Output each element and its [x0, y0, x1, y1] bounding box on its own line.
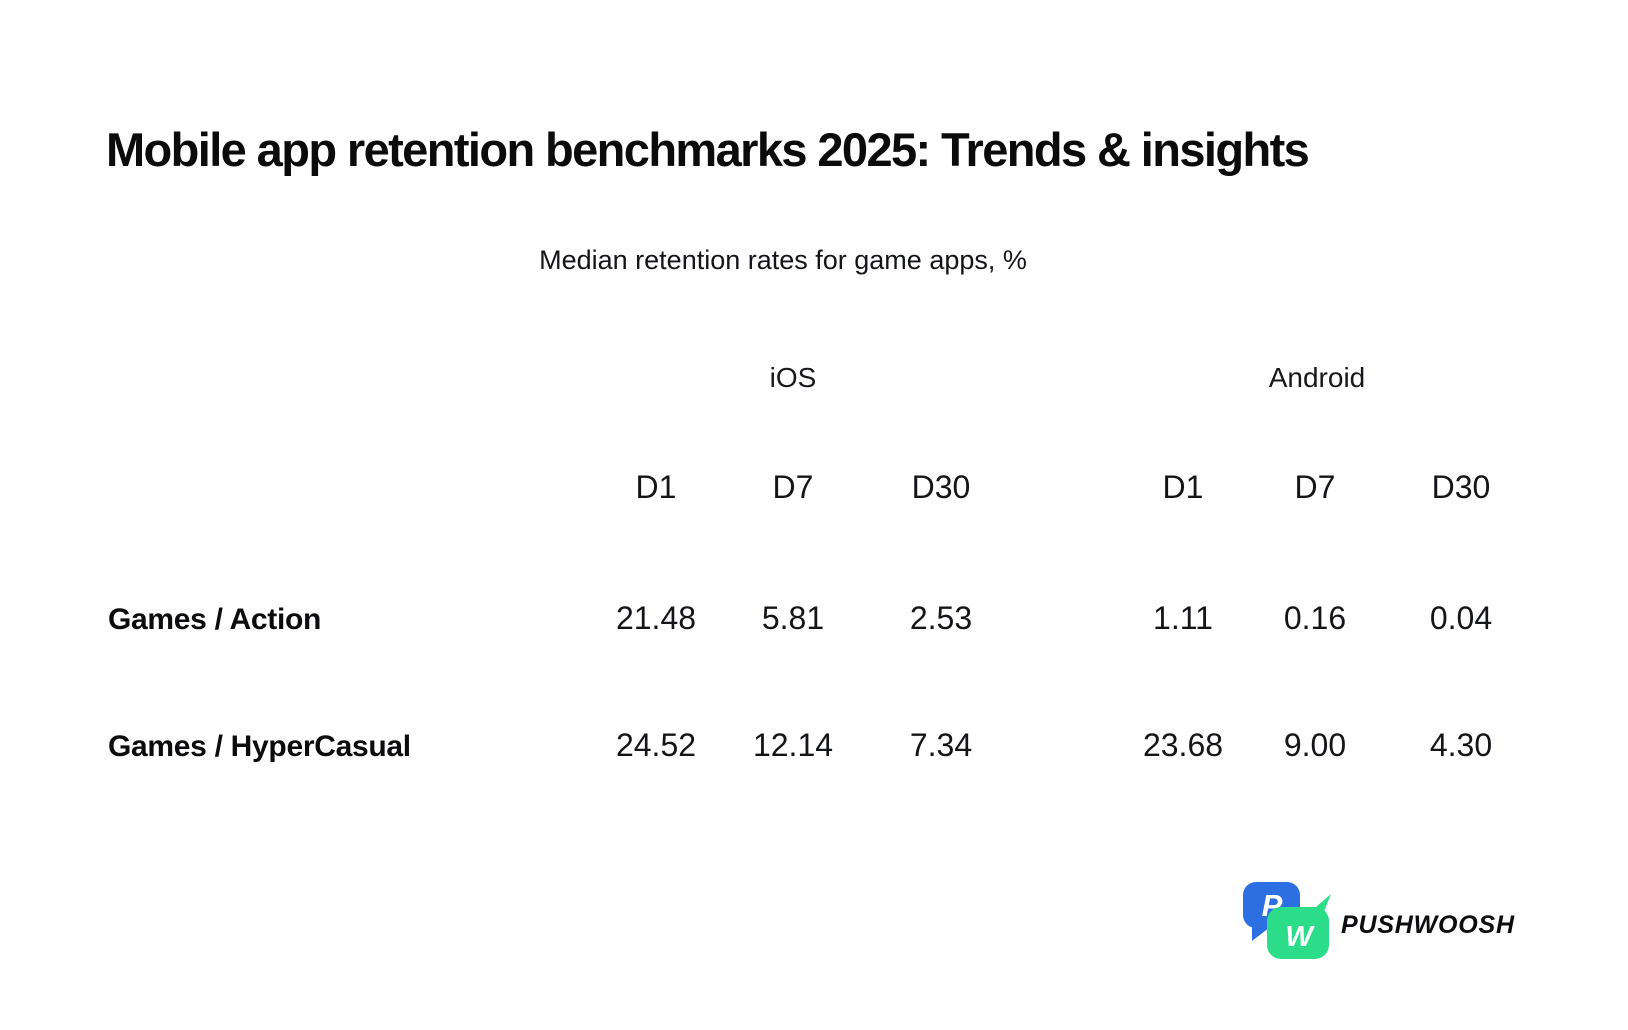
cell-games-hypercasual-ios-d1: 24.52 [615, 727, 697, 763]
cell-games-action-android-d1: 1.11 [1153, 600, 1213, 636]
cell-games-hypercasual-android-d30: 4.30 [1429, 727, 1493, 763]
logo-letter-w: W [1285, 921, 1315, 953]
column-header-android-d1: D1 [1162, 469, 1204, 505]
cell-games-hypercasual-android-d1: 23.68 [1142, 727, 1224, 763]
cell-games-hypercasual-android-d7: 9.00 [1283, 727, 1347, 763]
group-header-ios: iOS [769, 362, 817, 393]
cell-games-action-ios-d7: 5.81 [761, 600, 825, 636]
row-label-games-hypercasual: Games / HyperCasual [108, 730, 411, 763]
row-label-games-action: Games / Action [108, 603, 322, 636]
cell-games-hypercasual-ios-d7: 12.14 [752, 727, 834, 763]
column-header-android-d7: D7 [1294, 469, 1336, 505]
column-header-ios-d7: D7 [772, 469, 814, 505]
cell-games-action-ios-d30: 2.53 [909, 600, 973, 636]
green-bubble: W [1267, 894, 1331, 959]
column-header-ios-d30: D30 [911, 469, 971, 505]
group-header-android: Android [1268, 362, 1366, 393]
page-title: Mobile app retention benchmarks 2025: Tr… [106, 123, 1310, 176]
pushwoosh-logo-icon: P W [1243, 881, 1333, 963]
page-subtitle: Median retention rates for game apps, % [539, 245, 1027, 275]
speech-bubbles-icon: P W [1243, 882, 1331, 959]
cell-games-hypercasual-ios-d30: 7.34 [909, 727, 973, 763]
pushwoosh-wordmark: PUSHWOOSH [1341, 911, 1515, 939]
cell-games-action-ios-d1: 21.48 [615, 600, 697, 636]
cell-games-action-android-d30: 0.04 [1429, 600, 1493, 636]
column-header-android-d30: D30 [1431, 469, 1491, 505]
column-header-ios-d1: D1 [635, 469, 677, 505]
cell-games-action-android-d7: 0.16 [1283, 600, 1347, 636]
